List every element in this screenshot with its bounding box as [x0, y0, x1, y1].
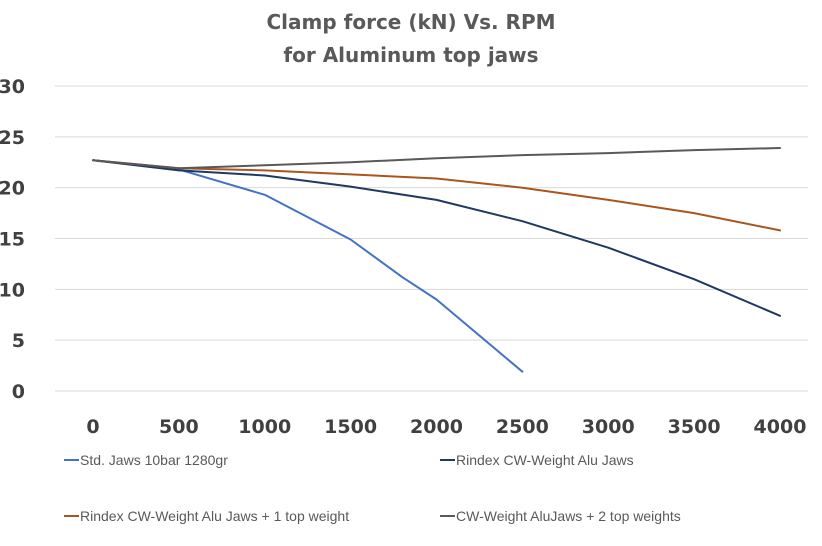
y-tick-label: 5: [12, 330, 25, 352]
y-tick-label: 10: [0, 279, 25, 301]
x-tick-label: 3500: [668, 416, 721, 438]
x-tick-label: 1500: [324, 416, 377, 438]
x-tick-label: 2500: [496, 416, 549, 438]
x-tick-label: 2000: [410, 416, 463, 438]
x-tick-label: 3000: [582, 416, 635, 438]
chart-title-line-2: for Aluminum top jaws: [283, 43, 538, 67]
x-tick-label: 1000: [238, 416, 291, 438]
y-tick-label: 15: [0, 229, 25, 251]
y-axis-tick-labels: 0 5 10 15 20 25 30: [0, 76, 25, 403]
x-tick-label: 500: [159, 416, 199, 438]
series-lines: [92, 147, 781, 373]
gridlines: [55, 85, 808, 392]
y-tick-label: 0: [12, 381, 25, 403]
series-line-2: [92, 159, 781, 317]
legend-label-3: Rindex CW-Weight Alu Jaws + 1 top weight: [80, 508, 349, 524]
chart-title-line-1: Clamp force (kN) Vs. RPM: [266, 10, 555, 34]
y-tick-label: 20: [0, 178, 25, 200]
series-line-3: [92, 159, 781, 232]
legend-label-1: Std. Jaws 10bar 1280gr: [80, 452, 228, 468]
y-tick-label: 25: [0, 127, 25, 149]
x-axis-tick-labels: 0 500 1000 1500 2000 2500 3000 3500 4000: [86, 416, 806, 438]
x-tick-label: 4000: [754, 416, 807, 438]
series-line-4: [92, 147, 781, 170]
legend: Std. Jaws 10bar 1280gr Rindex CW-Weight A…: [64, 452, 681, 524]
x-tick-label: 0: [86, 416, 99, 438]
legend-label-4: CW-Weight AluJaws + 2 top weights: [456, 508, 681, 524]
y-tick-label: 30: [0, 76, 25, 98]
legend-label-2: Rindex CW-Weight Alu Jaws: [456, 452, 634, 468]
